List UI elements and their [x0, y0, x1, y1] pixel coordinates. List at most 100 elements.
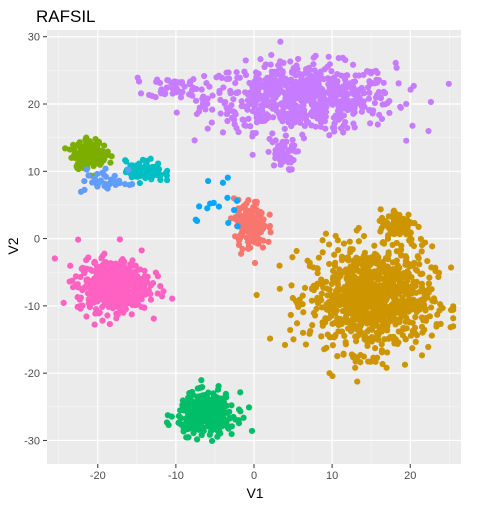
data-point-cluster-3	[428, 304, 435, 311]
data-point-cluster-1	[137, 90, 145, 97]
data-point-cluster-0	[298, 103, 305, 110]
data-point-cluster-3	[424, 257, 431, 265]
data-point-cluster-5	[66, 278, 73, 285]
data-point-cluster-0	[324, 63, 331, 70]
data-point-cluster-3	[431, 298, 438, 305]
data-point-cluster-0	[244, 91, 251, 98]
x-tick-label: -20	[90, 470, 106, 482]
data-point-cluster-3	[409, 345, 416, 352]
data-point-cluster-3	[413, 289, 420, 296]
y-tick-label: 10	[28, 166, 40, 178]
data-point-cluster-3	[358, 329, 365, 336]
data-point-cluster-5	[136, 266, 144, 273]
data-point-cluster-3	[378, 317, 385, 324]
data-point-cluster-3	[416, 261, 423, 268]
y-axis-label: V2	[5, 237, 21, 254]
data-point-cluster-5	[122, 306, 129, 313]
data-point-cluster-0	[266, 88, 273, 96]
data-point-cluster-3	[350, 352, 357, 360]
data-point-cluster-5	[107, 260, 114, 267]
data-point-cluster-0	[193, 110, 201, 118]
data-point-cluster-8	[250, 220, 258, 227]
data-point-cluster-0	[392, 59, 399, 66]
data-point-cluster-9	[204, 402, 211, 409]
data-point-cluster-0	[372, 67, 379, 74]
data-point-cluster-9	[187, 420, 195, 427]
data-point-cluster-3	[429, 243, 436, 250]
data-point-cluster-5	[95, 310, 103, 317]
data-point-cluster-7	[104, 148, 111, 155]
data-point-cluster-0	[265, 114, 272, 121]
data-point-cluster-3	[407, 332, 415, 339]
data-point-cluster-9	[182, 421, 189, 428]
data-point-cluster-5	[104, 312, 111, 319]
data-point-cluster-3	[334, 353, 341, 360]
data-point-cluster-3	[408, 306, 416, 313]
data-point-cluster-0	[235, 89, 242, 96]
data-point-cluster-3	[352, 364, 359, 371]
data-point-cluster-0	[273, 71, 280, 78]
data-point-cluster-3	[406, 295, 413, 302]
data-point-cluster-3	[390, 335, 397, 342]
data-points	[51, 38, 457, 445]
data-point-cluster-0	[407, 86, 414, 93]
data-point-cluster-3	[413, 308, 420, 316]
data-point-cluster-3	[309, 322, 316, 329]
data-point-cluster-7	[75, 151, 82, 158]
data-point-cluster-3	[389, 306, 396, 313]
data-point-cluster-3	[409, 327, 416, 334]
data-point-cluster-5	[109, 297, 117, 304]
data-point-cluster-6	[157, 176, 164, 184]
data-point-cluster-0	[273, 107, 280, 115]
data-point-cluster-0	[353, 87, 360, 94]
data-point-cluster-3	[371, 242, 378, 249]
data-point-cluster-0	[397, 104, 404, 111]
data-point-cluster-5	[127, 281, 134, 288]
data-point-cluster-3	[425, 343, 432, 351]
data-point-cluster-3	[450, 323, 457, 330]
data-point-cluster-0	[326, 132, 333, 139]
data-point-cluster-4	[384, 233, 392, 240]
data-point-cluster-0	[293, 62, 300, 69]
data-point-cluster-5	[79, 264, 86, 271]
data-point-cluster-9	[190, 429, 197, 437]
data-point-cluster-0	[445, 80, 452, 87]
data-point-cluster-0	[360, 71, 367, 78]
data-point-cluster-0	[379, 101, 386, 108]
data-point-cluster-3	[368, 335, 376, 342]
data-point-cluster-3	[320, 284, 327, 291]
data-point-cluster-5	[93, 267, 100, 274]
data-point-cluster-3	[325, 298, 332, 306]
data-point-cluster-0	[338, 125, 345, 132]
y-tick-label: 30	[28, 32, 40, 44]
data-point-cluster-0	[300, 88, 307, 95]
data-point-cluster-9	[192, 421, 199, 429]
data-point-cluster-2	[265, 148, 272, 156]
data-point-cluster-9	[228, 402, 235, 409]
data-point-cluster-9	[215, 426, 223, 433]
data-point-cluster-3	[365, 266, 372, 274]
data-point-cluster-10	[81, 177, 88, 185]
data-point-cluster-5	[157, 283, 164, 290]
data-point-cluster-3	[343, 285, 350, 292]
data-point-cluster-5	[150, 315, 157, 322]
data-point-cluster-8	[242, 222, 249, 229]
data-point-cluster-0	[223, 75, 230, 83]
data-point-cluster-5	[83, 276, 90, 283]
data-point-cluster-0	[317, 90, 325, 97]
data-point-cluster-5	[129, 257, 136, 264]
data-point-cluster-0	[209, 92, 216, 99]
data-point-cluster-0	[371, 99, 379, 107]
data-point-cluster-9	[228, 430, 235, 438]
data-point-cluster-0	[340, 100, 347, 107]
data-point-cluster-0	[427, 98, 435, 106]
data-point-cluster-9	[204, 420, 211, 427]
data-point-cluster-6	[144, 172, 151, 179]
data-point-cluster-3	[381, 307, 389, 314]
data-point-cluster-8	[266, 224, 273, 231]
data-point-cluster-0	[254, 81, 261, 89]
data-point-cluster-3	[331, 262, 339, 269]
data-point-cluster-3	[386, 311, 393, 318]
data-point-cluster-3	[349, 246, 356, 253]
data-point-cluster-10	[111, 172, 118, 180]
